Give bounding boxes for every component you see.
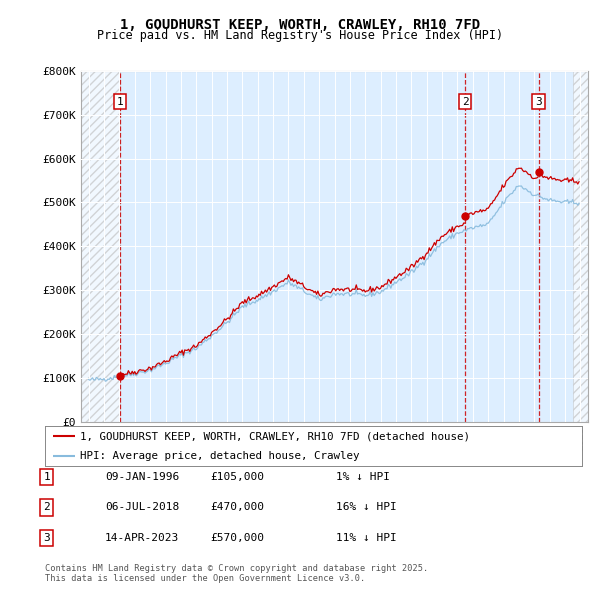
Text: 1, GOUDHURST KEEP, WORTH, CRAWLEY, RH10 7FD (detached house): 1, GOUDHURST KEEP, WORTH, CRAWLEY, RH10 … [80,431,470,441]
Text: 1% ↓ HPI: 1% ↓ HPI [336,472,390,481]
Text: 09-JAN-1996: 09-JAN-1996 [105,472,179,481]
Bar [572,71,588,422]
Text: 2: 2 [462,97,469,107]
Text: £470,000: £470,000 [210,503,264,512]
Text: £570,000: £570,000 [210,533,264,543]
Text: £105,000: £105,000 [210,472,264,481]
Text: 06-JUL-2018: 06-JUL-2018 [105,503,179,512]
Text: 3: 3 [535,97,542,107]
Text: 1: 1 [116,97,123,107]
Text: 1, GOUDHURST KEEP, WORTH, CRAWLEY, RH10 7FD: 1, GOUDHURST KEEP, WORTH, CRAWLEY, RH10 … [120,18,480,32]
Text: 16% ↓ HPI: 16% ↓ HPI [336,503,397,512]
Text: 14-APR-2023: 14-APR-2023 [105,533,179,543]
Text: 2: 2 [43,503,50,512]
Text: 1: 1 [43,472,50,481]
Bar [81,71,120,422]
Text: Price paid vs. HM Land Registry's House Price Index (HPI): Price paid vs. HM Land Registry's House … [97,30,503,42]
Text: 11% ↓ HPI: 11% ↓ HPI [336,533,397,543]
Text: 3: 3 [43,533,50,543]
Text: Contains HM Land Registry data © Crown copyright and database right 2025.
This d: Contains HM Land Registry data © Crown c… [45,563,428,583]
Text: HPI: Average price, detached house, Crawley: HPI: Average price, detached house, Craw… [80,451,359,461]
